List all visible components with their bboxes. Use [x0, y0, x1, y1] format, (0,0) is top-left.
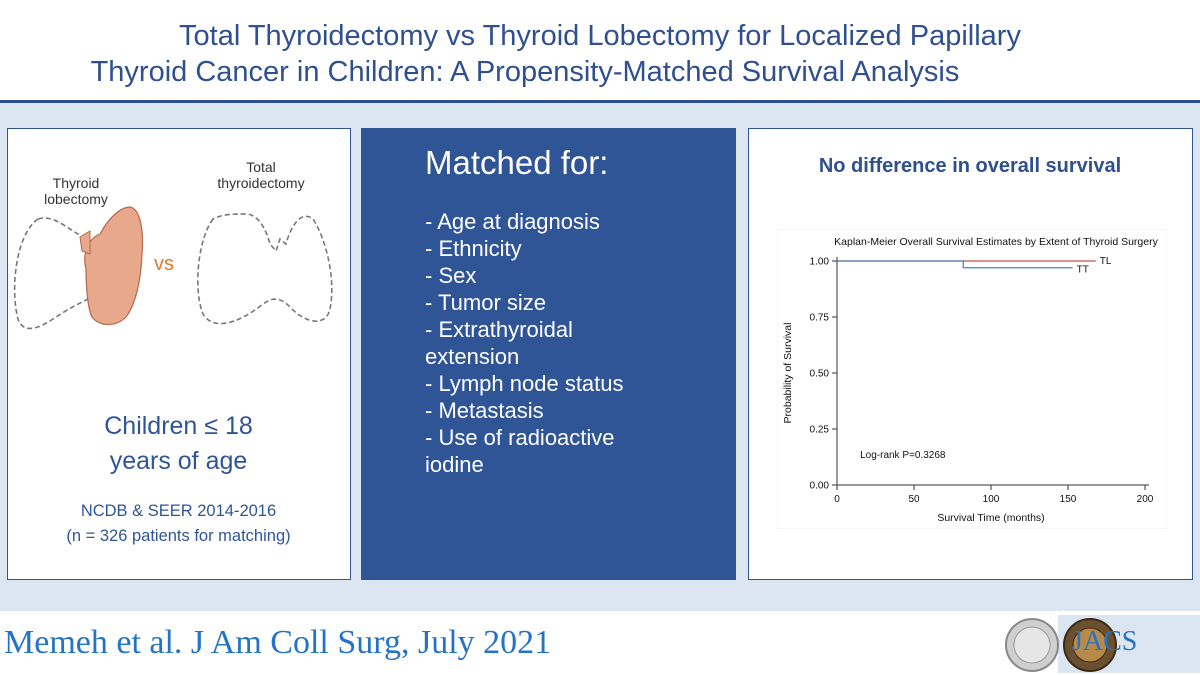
population-criteria: Children ≤ 18 years of age: [8, 409, 349, 479]
x-tick-label: 200: [1137, 494, 1154, 505]
list-item: - Use of radioactive iodine: [425, 425, 615, 477]
y-axis-label: Probability of Survival: [782, 323, 794, 424]
chart-title: Kaplan-Meier Overall Survival Estimates …: [834, 236, 1158, 248]
population-criteria-line-1: Children ≤ 18: [104, 412, 253, 440]
km-chart: Kaplan-Meier Overall Survival Estimates …: [777, 229, 1167, 529]
x-tick-label: 50: [908, 494, 920, 505]
jacs-logo: JACS: [1072, 626, 1138, 657]
title-line-1: Total Thyroidectomy vs Thyroid Lobectomy…: [179, 20, 1021, 52]
seals: [1005, 618, 1117, 672]
series-label: TT: [1077, 265, 1089, 276]
thyroid-isthmus-icon: [79, 230, 91, 255]
list-item: - Metastasis: [425, 398, 544, 423]
study-population-panel: Thyroid lobectomy Total thyroidectomy vs…: [7, 128, 351, 580]
list-item: - Sex: [425, 263, 477, 288]
thyroid-lobe-icon: [84, 206, 144, 326]
series-label: TL: [1100, 256, 1112, 267]
series-line: [837, 260, 1073, 269]
vs-label: vs: [154, 253, 174, 275]
data-source-line-2: (n = 326 patients for matching): [66, 527, 291, 545]
matching-list: - Age at diagnosis - Ethnicity - Sex - T…: [425, 208, 725, 478]
data-source-line-1: NCDB & SEER 2014-2016: [80, 502, 277, 520]
total-label-line-2: thyroidectomy: [217, 175, 305, 191]
lobectomy-outline-icon: [13, 217, 89, 330]
total-thyroidectomy-outline-icon: [197, 213, 333, 325]
y-tick-label: 0.75: [810, 313, 830, 324]
title-divider: [0, 100, 1200, 103]
survival-heading: No difference in overall survival: [818, 155, 1122, 177]
lobectomy-label: Thyroid lobectomy: [36, 175, 116, 207]
list-item: - Lymph node status: [425, 371, 624, 396]
list-item: - Tumor size: [425, 290, 547, 315]
citation: Memeh et al. J Am Coll Surg, July 2021: [4, 624, 552, 661]
chart-background: [777, 229, 1167, 529]
logo-area: JACS: [1000, 613, 1200, 675]
total-label-line-1: Total: [246, 159, 276, 175]
log-rank-annotation: Log-rank P=0.3268: [860, 450, 946, 461]
y-tick-label: 0.00: [810, 481, 830, 492]
y-tick-label: 0.25: [810, 425, 830, 436]
lobectomy-label-line-2: lobectomy: [44, 191, 108, 207]
x-tick-label: 0: [834, 494, 840, 505]
matching-criteria-panel: Matched for: - Age at diagnosis - Ethnic…: [361, 128, 736, 580]
list-item: - Age at diagnosis: [425, 209, 600, 234]
data-source: NCDB & SEER 2014-2016 (n = 326 patients …: [8, 499, 349, 549]
title-line-2: Thyroid Cancer in Children: A Propensity…: [90, 56, 960, 88]
survival-panel: No difference in overall survival Kaplan…: [748, 128, 1193, 580]
list-item: - Extrathyroidal extension: [425, 317, 573, 369]
list-item: - Ethnicity: [425, 236, 522, 261]
total-thyroidectomy-label: Total thyroidectomy: [206, 159, 316, 191]
thyroid-illustration: [13, 206, 333, 330]
x-tick-label: 100: [983, 494, 1000, 505]
y-tick-label: 0.50: [810, 369, 830, 380]
lobectomy-label-line-1: Thyroid: [52, 175, 100, 191]
x-axis-label: Survival Time (months): [937, 512, 1044, 524]
population-criteria-line-2: years of age: [109, 447, 248, 475]
y-tick-label: 1.00: [810, 257, 830, 268]
page-title: Total Thyroidectomy vs Thyroid Lobectomy…: [0, 18, 1200, 90]
matching-heading: Matched for:: [425, 144, 609, 181]
x-tick-label: 150: [1060, 494, 1077, 505]
